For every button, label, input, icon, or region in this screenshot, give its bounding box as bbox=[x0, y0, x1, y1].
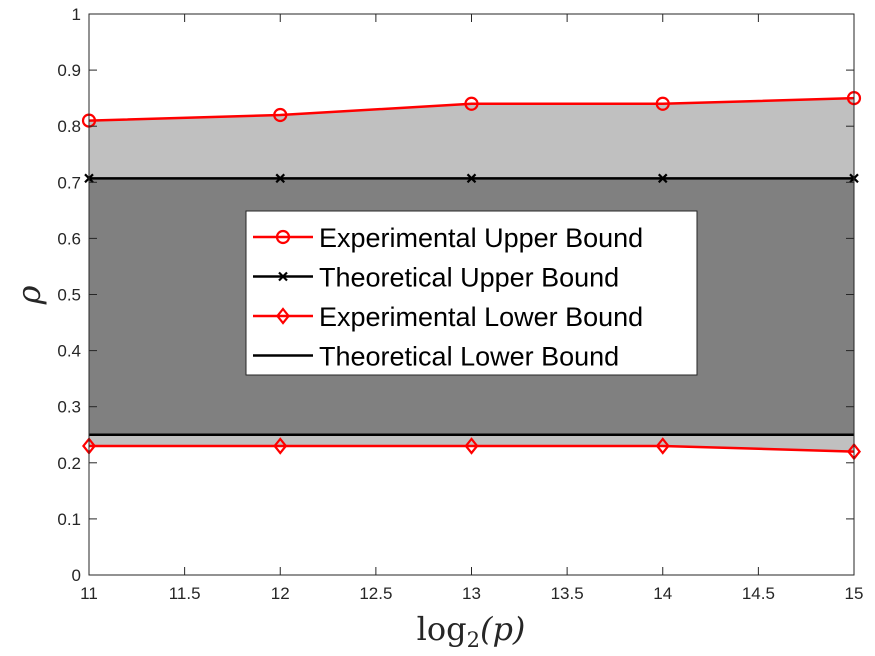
x-tick-label-9: 15 bbox=[845, 584, 864, 603]
y-tick-label-6: 0.5 bbox=[57, 286, 81, 305]
legend-box bbox=[245, 210, 698, 376]
series-line-3 bbox=[89, 444, 855, 453]
data-point-3-4 bbox=[655, 437, 670, 455]
x-tick-label-5: 13 bbox=[462, 584, 481, 603]
y-tick-label-10: 0.9 bbox=[57, 61, 81, 80]
legend-marker-3 bbox=[275, 307, 291, 325]
legend-item-3: Experimental Lower Bound bbox=[253, 302, 643, 332]
legend-label-4: Theoretical Lower Bound bbox=[319, 342, 619, 372]
y-tick-label-8: 0.7 bbox=[57, 173, 81, 192]
data-point-1-4 bbox=[655, 96, 670, 111]
legend: Experimental Upper Bound Theoretical Uppe… bbox=[245, 210, 698, 376]
x-axis-title-log: log bbox=[417, 610, 467, 648]
x-tick-label-4: 12.5 bbox=[359, 584, 392, 603]
x-axis-title-subscript: 2 bbox=[467, 628, 480, 652]
y-tick-label-9: 0.8 bbox=[57, 117, 81, 136]
legend-label-2: Theoretical Upper Bound bbox=[319, 263, 619, 293]
series-line-1 bbox=[88, 96, 855, 122]
x-tick-label-1: 11 bbox=[80, 584, 98, 603]
legend-label-1: Experimental Upper Bound bbox=[319, 223, 643, 253]
data-point-2-2 bbox=[275, 173, 286, 184]
y-tick-label-11: 1 bbox=[72, 5, 81, 24]
series-lines bbox=[81, 91, 862, 461]
legend-marker-1 bbox=[275, 229, 291, 245]
legend-item-4: Theoretical Lower Bound bbox=[253, 342, 619, 372]
x-tick-label-2: 11.5 bbox=[169, 584, 201, 603]
x-tick-label-7: 14 bbox=[653, 584, 672, 603]
x-axis-title: log2(p) bbox=[417, 610, 526, 652]
x-tick-label-8: 14.5 bbox=[742, 584, 775, 603]
data-point-2-3 bbox=[466, 173, 477, 184]
data-point-3-2 bbox=[273, 437, 288, 455]
x-axis-title-argument: (p) bbox=[480, 610, 525, 648]
y-axis-title: ρ bbox=[10, 285, 48, 305]
y-tick-label-1: 0 bbox=[72, 566, 81, 585]
legend-marker-2 bbox=[278, 271, 288, 282]
legend-label-3: Experimental Lower Bound bbox=[319, 302, 643, 332]
x-tick-label-6: 13.5 bbox=[551, 584, 584, 603]
y-tick-label-3: 0.2 bbox=[57, 454, 81, 473]
data-point-2-4 bbox=[657, 173, 668, 184]
y-tick-label-2: 0.1 bbox=[57, 510, 81, 529]
data-point-3-3 bbox=[464, 437, 479, 455]
data-point-1-2 bbox=[273, 107, 288, 123]
y-tick-label-4: 0.3 bbox=[57, 398, 81, 417]
legend-item-2: Theoretical Upper Bound bbox=[253, 263, 619, 293]
y-tick-label-7: 0.6 bbox=[57, 229, 81, 248]
data-point-1-3 bbox=[464, 96, 479, 111]
axes: 11 11.5 12 12.5 13 13.5 14 14.5 15 0 0.1 0.2 0.3 0.4 0… bbox=[57, 5, 863, 603]
y-tick-label-5: 0.4 bbox=[57, 342, 81, 361]
legend-item-1: Experimental Upper Bound bbox=[253, 223, 643, 253]
x-tick-label-3: 12 bbox=[271, 584, 290, 603]
